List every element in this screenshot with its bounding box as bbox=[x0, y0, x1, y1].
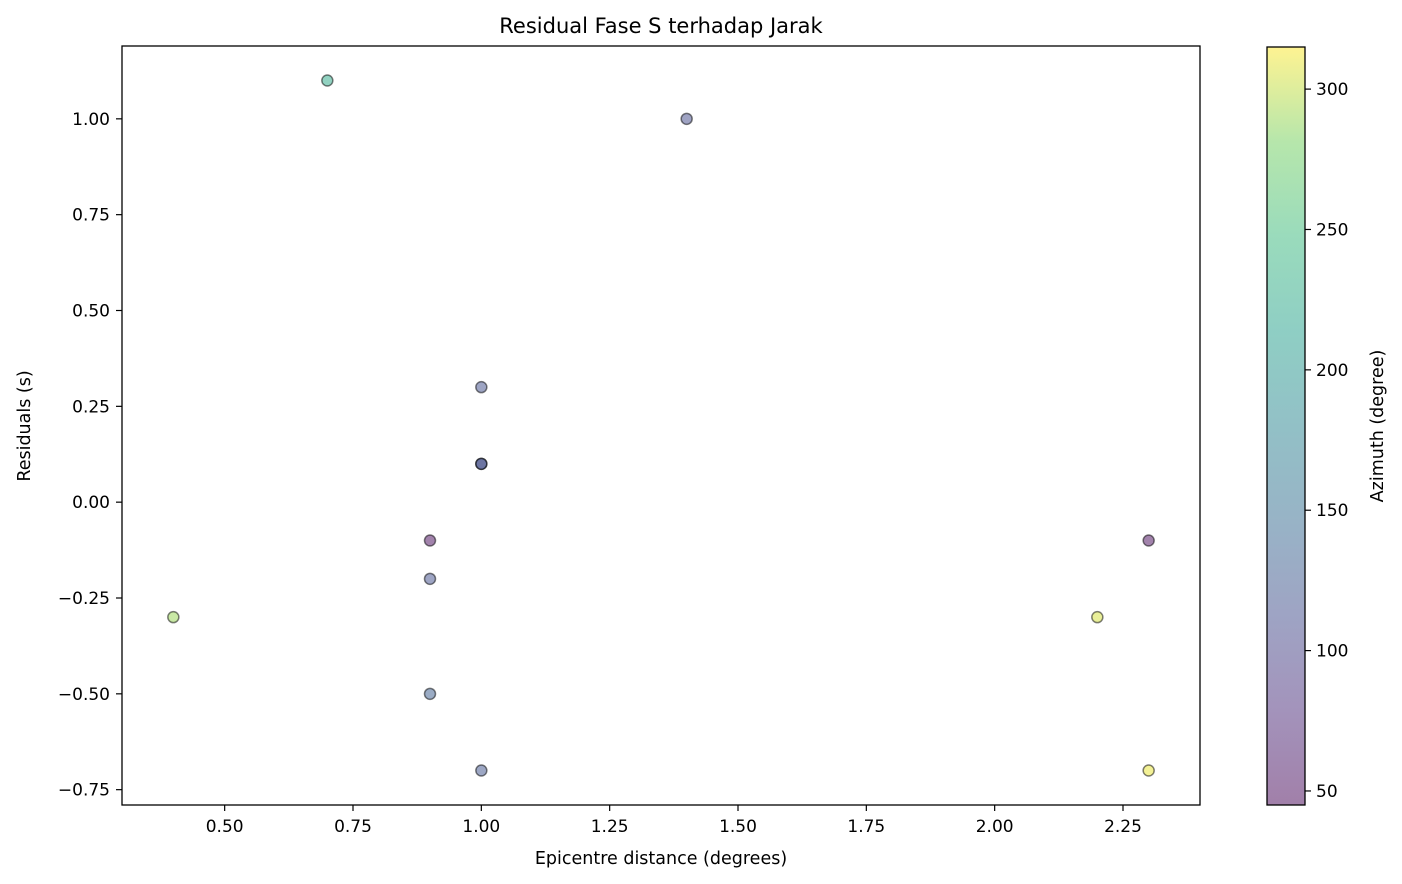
colorbar-tick-label: 100 bbox=[1316, 642, 1348, 662]
x-tick-label: 1.75 bbox=[847, 817, 885, 837]
colorbar-tick-label: 300 bbox=[1316, 80, 1348, 100]
colorbar-tick-label: 150 bbox=[1316, 501, 1348, 521]
data-point bbox=[1091, 610, 1104, 624]
x-tick-label: 1.25 bbox=[591, 817, 629, 837]
y-axis: 1.00 0.75 0.50 0.25 0.00 −0.25 −0.50 −0.75 bbox=[58, 110, 122, 801]
data-point bbox=[423, 687, 437, 701]
colorbar-tick-label: 200 bbox=[1316, 361, 1348, 381]
x-tick-label: 0.50 bbox=[206, 817, 244, 837]
colorbar-tick-label: 50 bbox=[1316, 782, 1338, 802]
y-tick-label: 1.00 bbox=[72, 110, 110, 130]
colorbar-ticks: 300 250 200 150 100 50 bbox=[1305, 80, 1348, 802]
data-point bbox=[475, 764, 488, 777]
y-tick-label: 0.75 bbox=[72, 206, 110, 226]
x-axis: 0.50 0.75 1.00 1.25 1.50 1.75 2.00 2.25 bbox=[206, 805, 1142, 837]
colorbar-frame bbox=[1266, 46, 1306, 806]
colorbar-label: Azimuth (degree) bbox=[1368, 350, 1388, 503]
data-point bbox=[1142, 534, 1155, 547]
data-point bbox=[1142, 764, 1155, 777]
x-tick-label: 1.50 bbox=[719, 817, 757, 837]
data-point bbox=[423, 534, 437, 547]
y-tick-label: −0.50 bbox=[58, 685, 110, 705]
y-tick-label: −0.25 bbox=[58, 589, 110, 609]
plot-frame bbox=[121, 45, 1201, 806]
x-tick-label: 2.00 bbox=[976, 817, 1014, 837]
x-axis-label: Epicentre distance (degrees) bbox=[535, 849, 787, 869]
y-axis-label: Residuals (s) bbox=[15, 370, 35, 481]
data-point bbox=[167, 610, 180, 624]
x-tick-label: 1.00 bbox=[462, 817, 500, 837]
colorbar: 300 250 200 150 100 50 Azimuth (degree) bbox=[1266, 46, 1388, 806]
plot-area bbox=[121, 45, 1201, 806]
x-tick-label: 0.75 bbox=[334, 817, 372, 837]
x-tick-label: 2.25 bbox=[1104, 817, 1142, 837]
chart-title: Residual Fase S terhadap Jarak bbox=[499, 14, 823, 38]
y-tick-label: 0.50 bbox=[72, 302, 110, 322]
colorbar-gradient bbox=[1267, 47, 1305, 805]
data-point bbox=[321, 74, 334, 87]
data-point bbox=[423, 572, 437, 586]
y-tick-label: 0.00 bbox=[72, 493, 110, 513]
data-point bbox=[475, 457, 488, 471]
data-point bbox=[680, 112, 693, 126]
colorbar-tick-label: 250 bbox=[1316, 220, 1348, 240]
data-point bbox=[475, 380, 488, 394]
y-tick-label: −0.75 bbox=[58, 781, 110, 801]
y-tick-label: 0.25 bbox=[72, 397, 110, 417]
points-layer bbox=[167, 74, 1155, 777]
